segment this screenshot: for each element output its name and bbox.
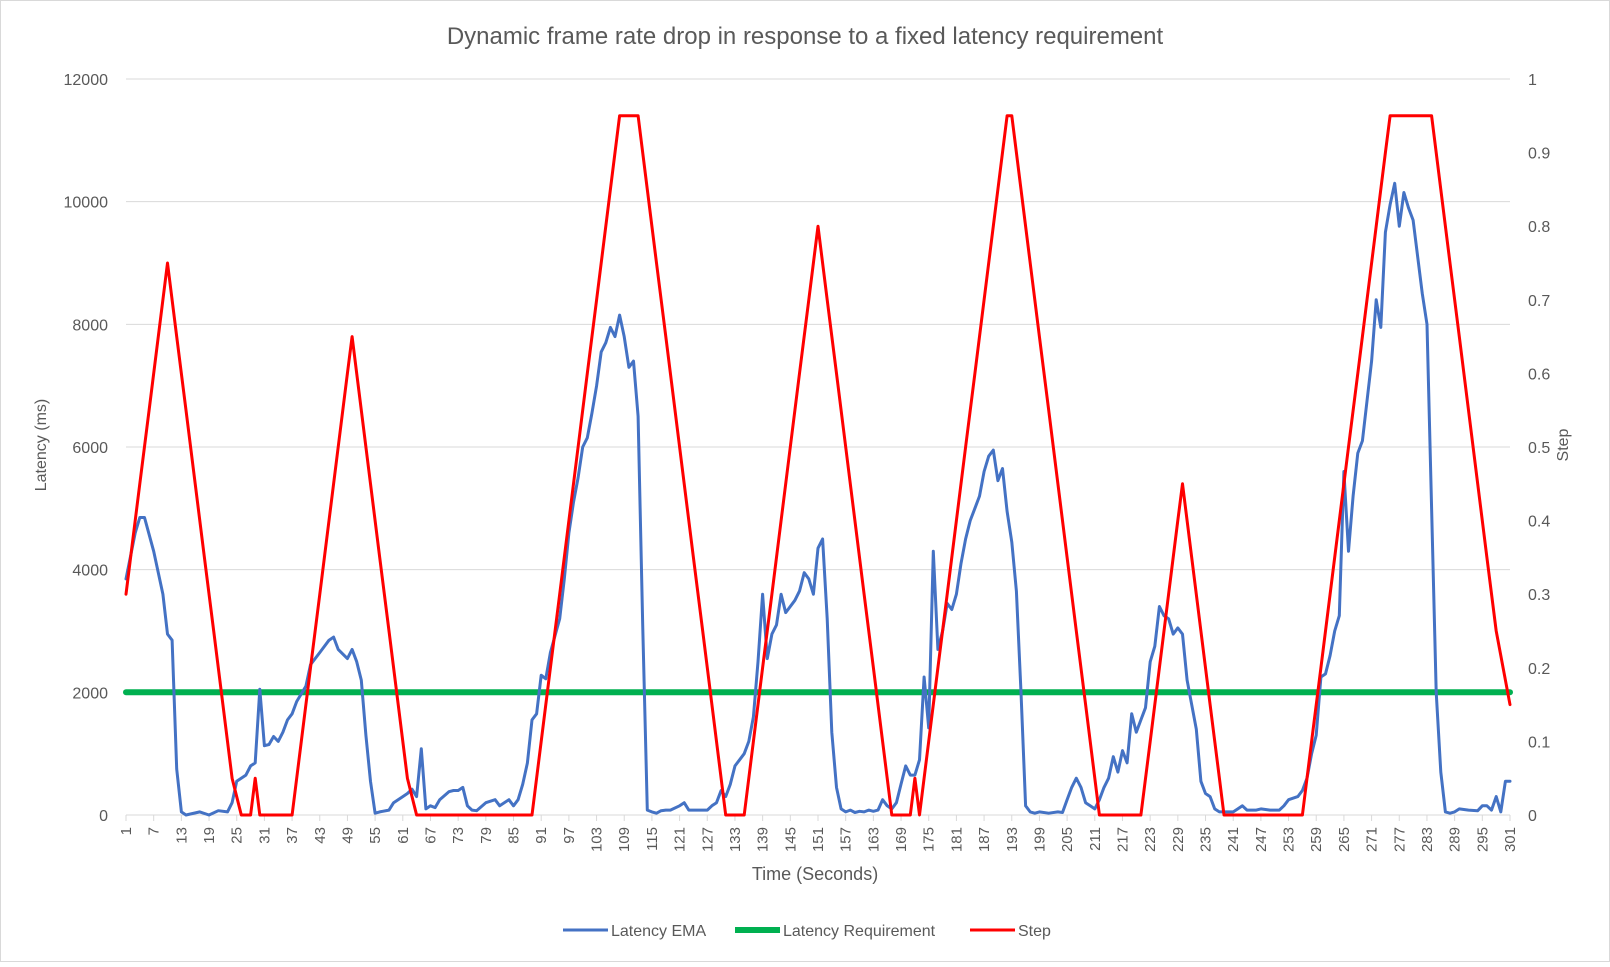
x-tick-label: 289: [1447, 827, 1464, 852]
x-tick-label: 199: [1031, 827, 1048, 852]
x-tick-label: 31: [256, 827, 273, 844]
x-axis-label: Time (Seconds): [752, 864, 878, 884]
y-axis-label: Latency (ms): [33, 399, 50, 491]
x-tick-label: 271: [1364, 827, 1381, 852]
y-tick-label: 10000: [64, 195, 109, 212]
x-tick-label: 79: [478, 827, 495, 844]
y-tick-label: 2000: [72, 685, 108, 702]
x-tick-label: 13: [173, 827, 190, 844]
x-tick-label: 211: [1087, 827, 1104, 851]
x-tick-label: 181: [948, 827, 965, 852]
y2-tick-label: 0.3: [1528, 587, 1550, 604]
x-tick-label: 145: [782, 827, 799, 852]
y-tick-label: 0: [99, 808, 108, 825]
x-tick-label: 1: [118, 827, 135, 835]
x-tick-label: 7: [146, 827, 163, 835]
x-tick-label: 229: [1170, 827, 1187, 852]
x-tick-label: 283: [1419, 827, 1436, 852]
y2-axis-label: Step: [1555, 428, 1572, 461]
y2-tick-label: 1: [1528, 72, 1537, 89]
series-line-latency-ema: [124, 181, 1512, 817]
y-axis-right-ticks: 0 0.1 0.2 0.3 0.4 0.5 0.6 0.7 0.8 0.9 1: [1528, 72, 1550, 825]
series-line-step: [124, 114, 1512, 817]
x-tick-label: 49: [339, 827, 356, 844]
x-tick-label: 43: [312, 827, 329, 844]
x-axis-ticks: 1 7 13 19 25 31 37 43 49 55 61 67 73 79 85 91 97 103 109 11…: [118, 815, 1519, 852]
x-tick-label: 121: [672, 827, 689, 852]
x-tick-label: 37: [284, 827, 301, 844]
x-tick-label: 115: [644, 827, 661, 851]
x-tick-label: 85: [506, 827, 523, 844]
x-tick-label: 151: [810, 827, 827, 852]
y2-tick-label: 0.4: [1528, 514, 1550, 531]
x-tick-label: 109: [616, 827, 633, 852]
legend: Latency EMA Latency Requirement Step: [563, 923, 1051, 940]
legend-label: Latency Requirement: [783, 923, 936, 940]
y-tick-label: 12000: [64, 72, 109, 89]
x-tick-label: 247: [1253, 827, 1270, 852]
x-tick-label: 133: [727, 827, 744, 852]
chart-title: Dynamic frame rate drop in response to a…: [447, 23, 1164, 50]
x-tick-label: 169: [893, 827, 910, 852]
y-tick-label: 8000: [72, 317, 108, 334]
y-tick-label: 4000: [72, 563, 108, 580]
x-tick-label: 301: [1502, 827, 1519, 852]
x-tick-label: 25: [229, 827, 246, 844]
y2-tick-label: 0.9: [1528, 146, 1550, 163]
x-tick-label: 241: [1225, 827, 1242, 852]
x-tick-label: 139: [755, 827, 772, 852]
x-tick-label: 67: [422, 827, 439, 844]
x-tick-label: 127: [699, 827, 716, 852]
y2-tick-label: 0.6: [1528, 366, 1550, 383]
x-tick-label: 259: [1308, 827, 1325, 852]
x-tick-label: 205: [1059, 827, 1076, 852]
y-axis-left-ticks: 0 2000 4000 6000 8000 10000 12000: [64, 72, 109, 825]
x-tick-label: 217: [1114, 827, 1131, 852]
x-tick-label: 187: [976, 827, 993, 852]
x-tick-label: 73: [450, 827, 467, 844]
y-tick-label: 6000: [72, 440, 108, 457]
x-tick-label: 61: [395, 827, 412, 844]
legend-label: Latency EMA: [611, 923, 706, 940]
x-tick-label: 157: [838, 827, 855, 852]
x-tick-label: 19: [201, 827, 218, 844]
x-tick-label: 193: [1004, 827, 1021, 852]
x-tick-label: 253: [1281, 827, 1298, 852]
x-tick-label: 277: [1391, 827, 1408, 852]
y2-tick-label: 0.1: [1528, 734, 1550, 751]
y2-tick-label: 0.5: [1528, 440, 1550, 457]
x-tick-label: 175: [921, 827, 938, 852]
y2-tick-label: 0.8: [1528, 219, 1550, 236]
y2-tick-label: 0: [1528, 808, 1537, 825]
x-tick-label: 55: [367, 827, 384, 844]
x-tick-label: 235: [1198, 827, 1215, 852]
x-tick-label: 163: [865, 827, 882, 852]
x-tick-label: 97: [561, 827, 578, 844]
x-tick-label: 103: [589, 827, 606, 852]
x-tick-label: 265: [1336, 827, 1353, 852]
legend-label: Step: [1018, 923, 1051, 940]
x-tick-label: 295: [1474, 827, 1491, 852]
x-tick-label: 223: [1142, 827, 1159, 852]
series-layer: [123, 114, 1513, 817]
y2-tick-label: 0.7: [1528, 293, 1550, 310]
x-tick-label: 91: [533, 827, 550, 844]
y2-tick-label: 0.2: [1528, 661, 1550, 678]
